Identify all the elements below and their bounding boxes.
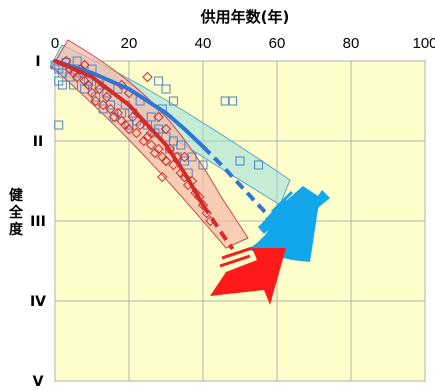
data-point-diamond [149, 147, 161, 159]
x-tick-label: 100 [412, 35, 435, 52]
data-point-square [228, 96, 238, 106]
trend-line-solid [53, 59, 205, 149]
red-arrow [210, 246, 286, 305]
data-point-diamond [112, 107, 124, 119]
x-tick-label: 40 [195, 35, 212, 52]
data-point-diamond [83, 79, 94, 91]
y-tick-label: IV [30, 294, 46, 310]
data-point-diamond [160, 155, 172, 167]
data-point-diamond [108, 111, 120, 123]
data-point-diamond [71, 71, 83, 83]
data-point-square [154, 124, 164, 134]
data-point-diamond [97, 99, 109, 111]
data-point-diamond [153, 111, 164, 123]
data-point-diamond [179, 151, 190, 163]
data-point-diamond [134, 119, 146, 131]
y-tick-label: II [33, 134, 43, 150]
data-point-diamond [145, 139, 157, 151]
projection-arrows [210, 186, 330, 305]
data-point-diamond [123, 123, 135, 135]
trend-curves [53, 59, 268, 251]
y-title-char: 度 [9, 221, 24, 238]
x-tick-label: 20 [121, 35, 138, 52]
blue-arrow [248, 186, 330, 262]
data-point-diamond [101, 91, 113, 103]
x-tick-label: 80 [343, 35, 360, 52]
y-tick-label: III [30, 214, 46, 230]
data-point-square [168, 96, 178, 106]
data-point-diamond [142, 131, 153, 143]
data-point-diamond [90, 95, 101, 107]
trend-line-solid [53, 59, 205, 207]
data-point-diamond [157, 171, 168, 183]
data-point-square [154, 76, 164, 86]
y-axis-title: 健全度 [8, 187, 24, 238]
data-point-square [161, 84, 171, 94]
data-point-diamond [94, 83, 105, 95]
data-point-square [235, 156, 245, 166]
data-point-square [54, 120, 64, 130]
x-tick-label: 0 [51, 35, 59, 52]
data-point-square [254, 160, 263, 170]
data-point-square [176, 140, 186, 150]
data-point-diamond [86, 87, 98, 99]
data-point-square [187, 152, 197, 162]
data-point-square [146, 112, 156, 122]
data-point-diamond [131, 127, 142, 139]
data-point-diamond [153, 143, 164, 155]
data-point-diamond [105, 103, 116, 115]
y-tick-label: I [35, 54, 40, 70]
y-tick-label: V [33, 374, 44, 390]
data-point-square [72, 56, 82, 66]
data-point-square [57, 80, 67, 90]
data-point-diamond [160, 123, 172, 135]
data-point-diamond [142, 71, 153, 83]
trend-line-projection [201, 203, 235, 251]
x-tick-label: 60 [269, 35, 286, 52]
x-tick-labels: 0 20 40 60 80 100 [51, 35, 435, 52]
data-point-square [106, 100, 115, 110]
data-point-diamond [138, 135, 150, 147]
data-point-diamond [127, 111, 138, 123]
x-axis-title: 供用年数(年) [200, 8, 290, 26]
data-point-square [69, 80, 78, 90]
y-title-char: 全 [8, 204, 24, 221]
y-title-char: 健 [9, 187, 23, 204]
data-point-square [198, 160, 208, 170]
data-point-square [220, 96, 230, 106]
